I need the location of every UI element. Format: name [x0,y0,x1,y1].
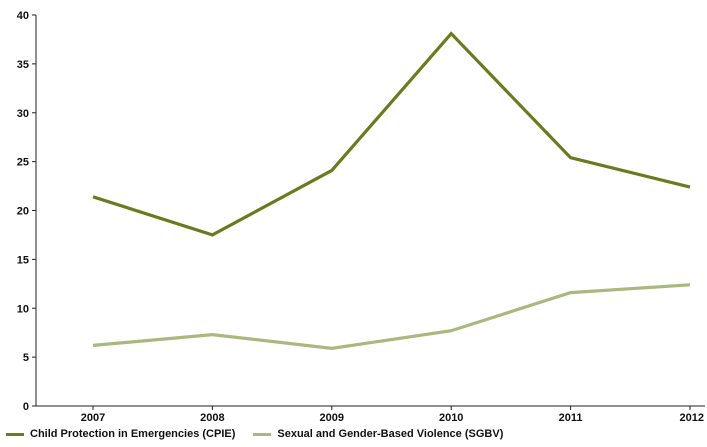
y-tick-label: 25 [17,157,29,169]
y-tick-label: 0 [23,401,29,413]
legend-label-cpie: Child Protection in Emergencies (CPIE) [30,428,236,440]
legend-swatch-sgbv [253,432,272,436]
legend-item-cpie: Child Protection in Emergencies (CPIE) [6,428,235,440]
legend-label-sgbv: Sexual and Gender-Based Violence (SGBV) [277,428,504,440]
series-layer [92,31,691,350]
x-tick-label: 2008 [200,412,224,424]
y-tick-label: 5 [23,352,29,364]
x-tick-label: 2012 [680,412,704,424]
x-tick-label: 2010 [439,412,463,424]
x-tick-label: 2007 [81,412,105,424]
legend-item-sgbv: Sexual and Gender-Based Violence (SGBV) [253,428,503,440]
series-line-0 [92,31,691,237]
y-tick-label: 40 [17,10,29,22]
axes: 0 5 10 15 20 25 30 35 40 2007 2008 2009 2010 2011 2012 [17,10,705,424]
y-tick-label: 35 [17,59,29,71]
x-tick-label: 2011 [559,412,583,424]
series-line-1 [92,283,691,350]
legend-swatch-cpie [6,432,24,436]
legend: Child Protection in Emergencies (CPIE) S… [6,428,503,440]
y-tick-label: 10 [17,303,29,315]
y-tick-label: 15 [17,254,29,266]
y-tick-label: 30 [17,108,29,120]
y-tick-label: 20 [17,206,29,218]
x-tick-label: 2009 [320,412,344,424]
